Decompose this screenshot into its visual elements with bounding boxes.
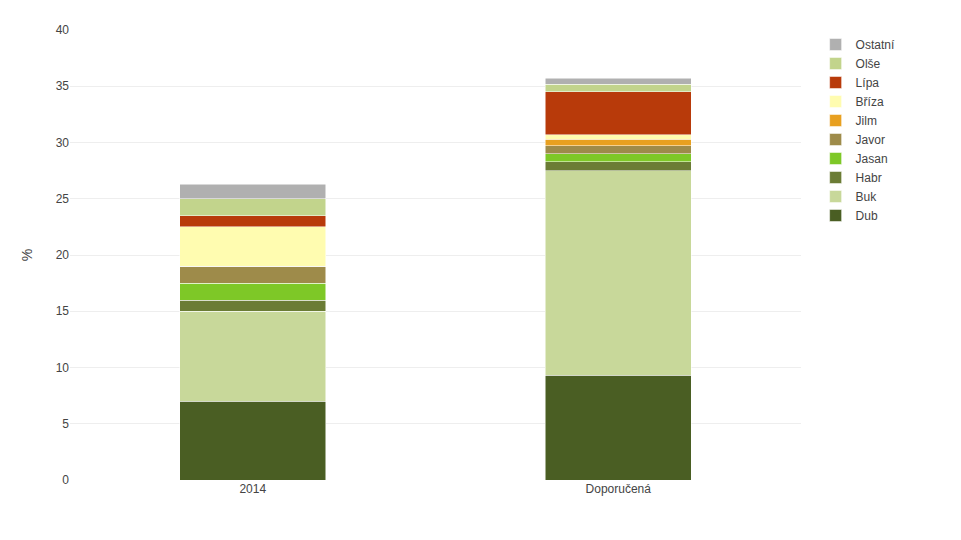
svg-text:5: 5 [62,417,69,431]
svg-text:10: 10 [56,361,70,375]
svg-text:30: 30 [56,136,70,150]
svg-text:Ostatní: Ostatní [856,38,895,52]
svg-text:Doporučená: Doporučená [586,482,652,496]
svg-text:2014: 2014 [239,482,266,496]
svg-text:20: 20 [56,248,70,262]
svg-text:35: 35 [56,79,70,93]
svg-text:25: 25 [56,192,70,206]
svg-text:Javor: Javor [856,133,885,147]
svg-text:Bříza: Bříza [856,95,884,109]
svg-text:Jasan: Jasan [856,152,888,166]
svg-text:Jilm: Jilm [856,114,877,128]
svg-text:0: 0 [62,473,69,487]
svg-text:15: 15 [56,304,70,318]
svg-text:%: % [19,249,35,261]
svg-text:Habr: Habr [856,171,882,185]
svg-text:Olše: Olše [856,57,881,71]
svg-text:Dub: Dub [856,209,878,223]
svg-text:Lípa: Lípa [856,76,880,90]
svg-text:40: 40 [56,23,70,37]
svg-text:Buk: Buk [856,190,878,204]
